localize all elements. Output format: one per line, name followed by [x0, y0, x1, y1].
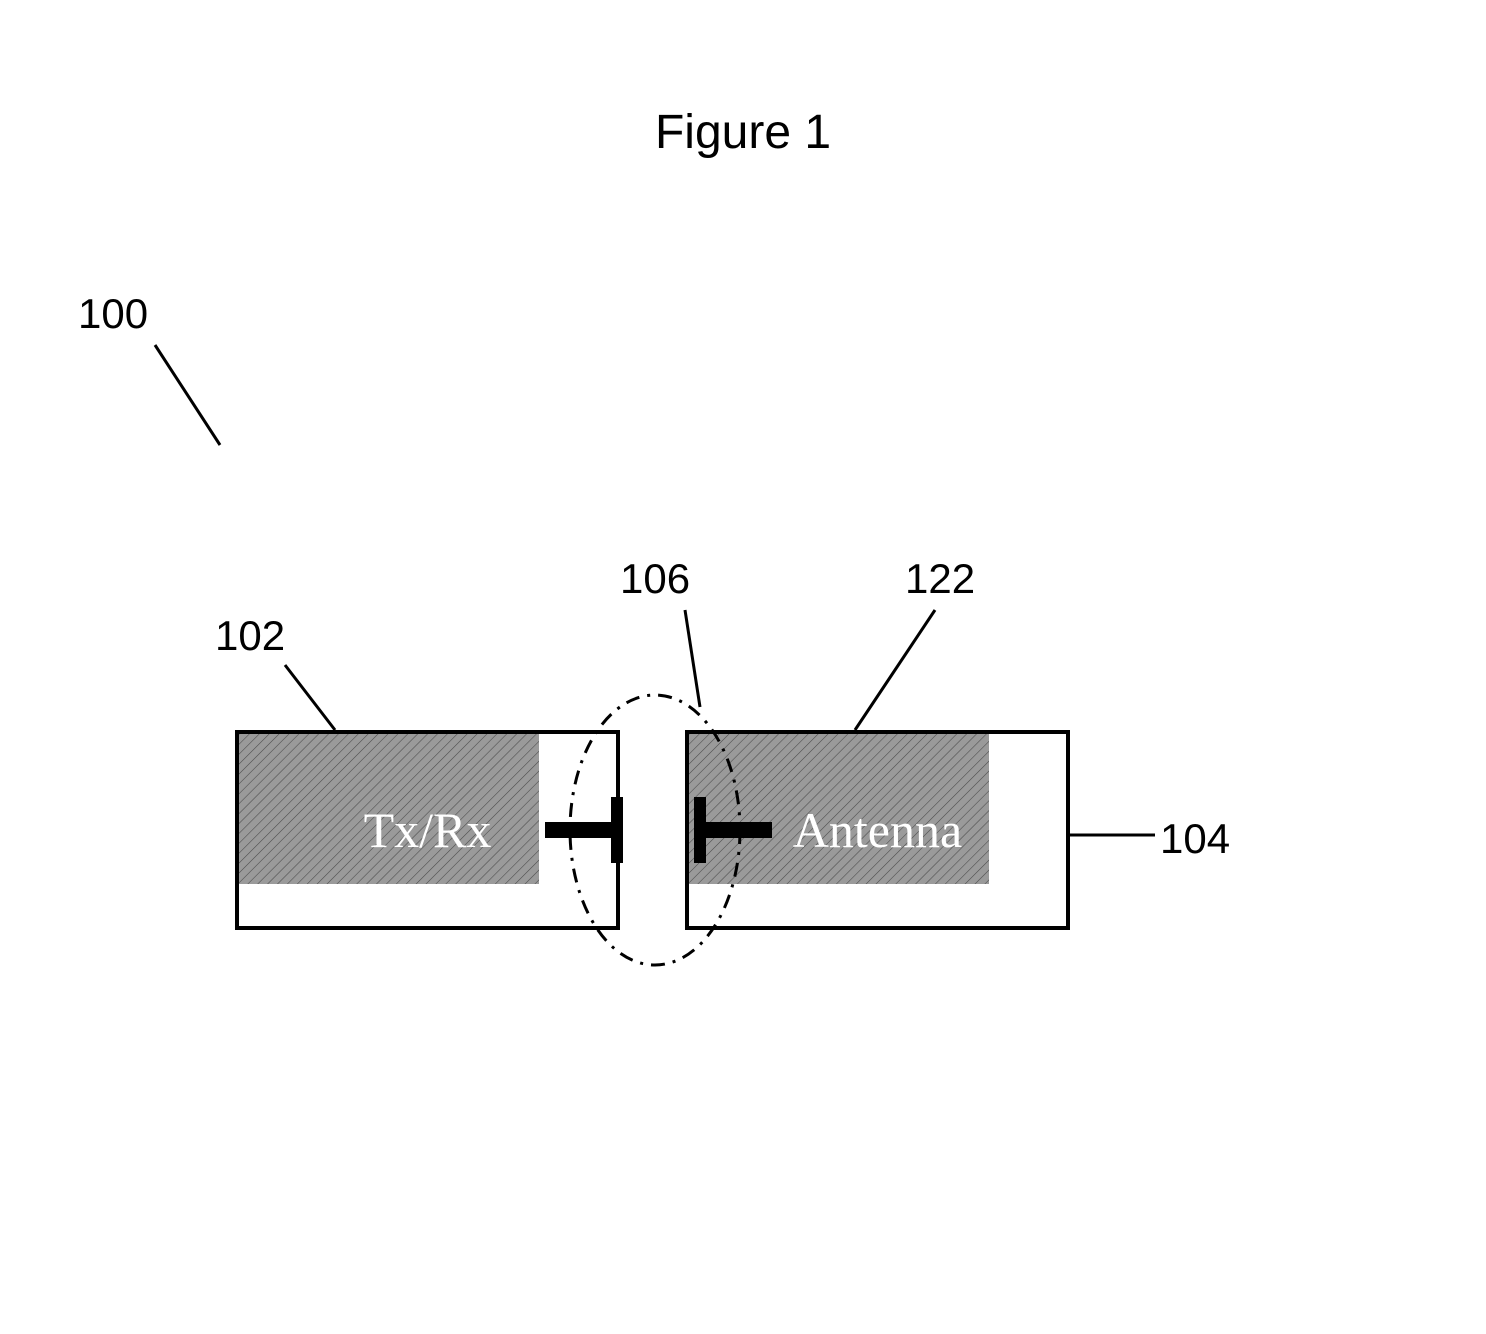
leader-100 — [155, 345, 220, 445]
connector-left-stem — [545, 822, 620, 838]
connector-left-bar — [611, 797, 623, 863]
connector-right-bar — [694, 797, 706, 863]
overlay-svg — [0, 0, 1486, 1334]
connector-right-stem — [697, 822, 772, 838]
leader-106 — [685, 610, 700, 707]
label-100: 100 — [78, 290, 148, 338]
label-106: 106 — [620, 555, 690, 603]
label-122: 122 — [905, 555, 975, 603]
label-102: 102 — [215, 612, 285, 660]
block-antenna-text: Antenna — [793, 801, 962, 859]
leader-102 — [285, 665, 335, 730]
figure-title: Figure 1 — [655, 105, 831, 160]
block-txrx-text: Tx/Rx — [364, 801, 492, 859]
label-104: 104 — [1160, 815, 1230, 863]
leader-122 — [855, 610, 935, 730]
